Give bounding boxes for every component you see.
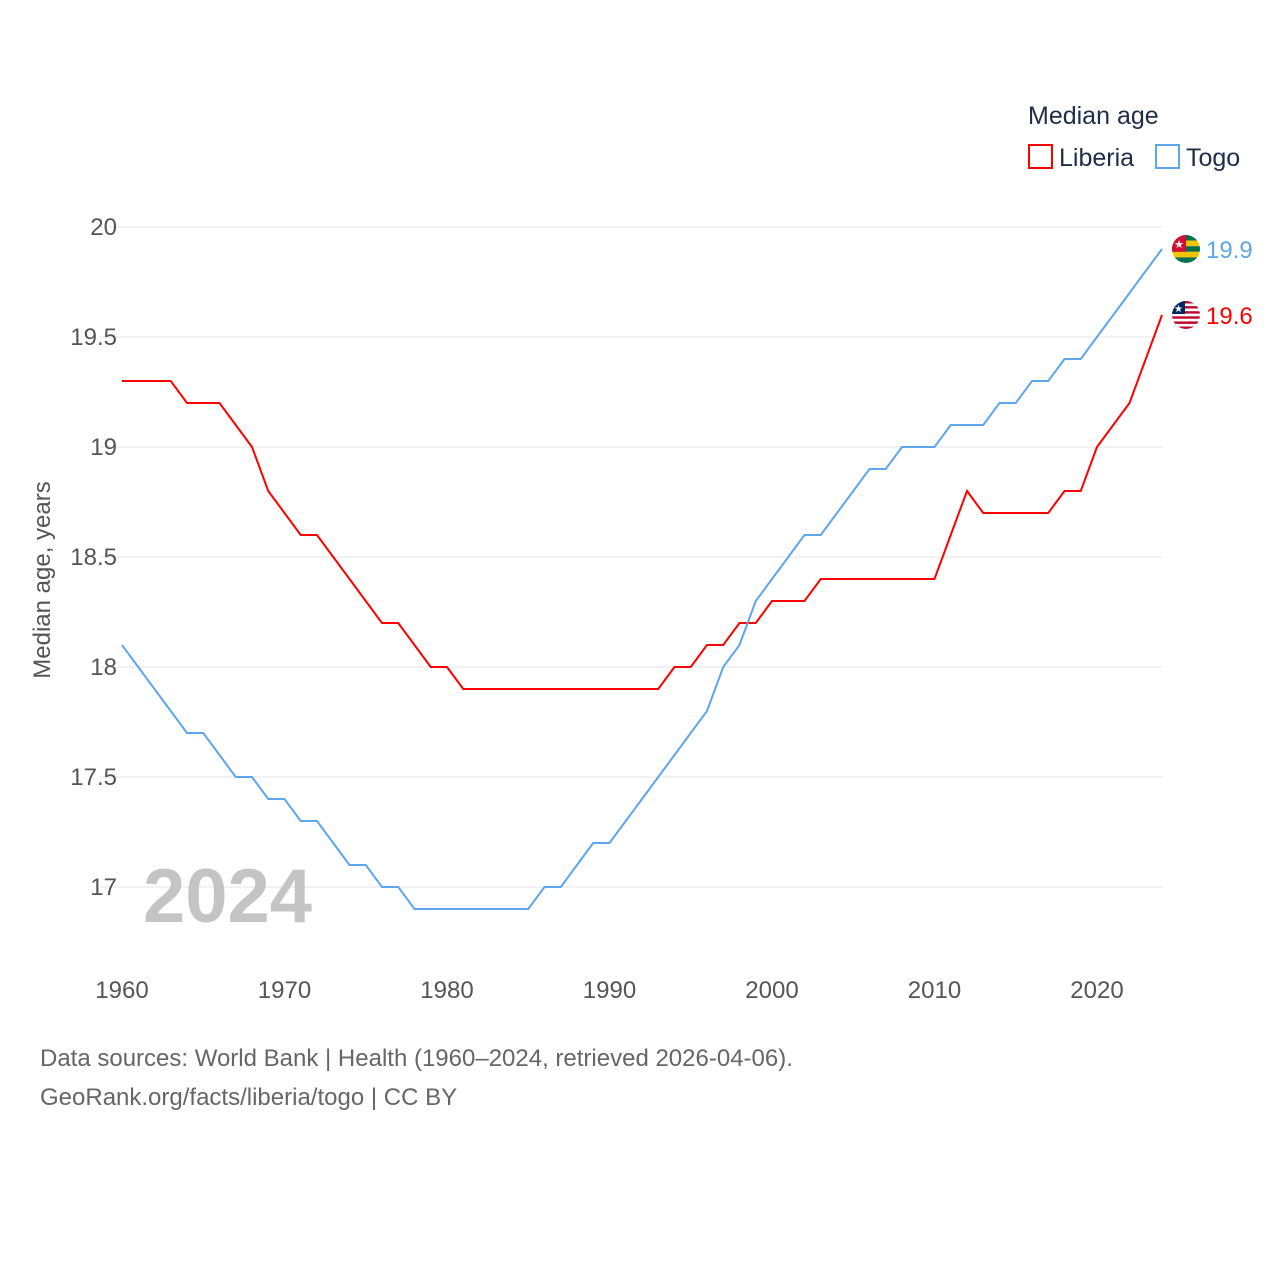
end-labels: ★ 19.6 ★ 19.9 [1172,235,1253,330]
y-axis-label: Median age, years [29,481,56,678]
y-tick-label: 17 [90,874,117,901]
y-tick-label: 18.5 [70,544,117,571]
x-tick-label: 1980 [420,977,473,1004]
x-tick-label: 2000 [745,977,798,1004]
end-value-label: 19.6 [1206,303,1253,330]
svg-text:★: ★ [1174,304,1183,315]
x-tick-label: 1960 [95,977,148,1004]
gridlines [100,226,1162,888]
svg-text:★: ★ [1174,239,1184,251]
y-tick-label: 17.5 [70,764,117,791]
year-watermark: 2024 [143,854,312,939]
flag-icon-liberia: ★ [1172,301,1200,329]
x-tick-label: 1990 [583,977,636,1004]
legend-label[interactable]: Liberia [1059,144,1134,172]
x-axis-ticks: 1960 1970 1980 1990 2000 2010 2020 [95,977,1123,1004]
x-tick-label: 1970 [258,977,311,1004]
y-axis-ticks: 20 19.5 19 18.5 18 17.5 17 [70,214,117,901]
footer-sources: Data sources: World Bank | Health (1960–… [40,1045,793,1072]
end-value-label: 19.9 [1206,237,1253,264]
y-tick-label: 19 [90,434,117,461]
series-line-togo [121,248,1163,910]
legend-label[interactable]: Togo [1186,144,1240,172]
y-tick-label: 18 [90,654,117,681]
y-tick-label: 20 [90,214,117,241]
series-line-liberia [122,314,1163,690]
y-tick-label: 19.5 [70,324,117,351]
x-tick-label: 2020 [1070,977,1123,1004]
legend-swatch[interactable] [1155,144,1180,169]
flag-icon-togo: ★ [1172,235,1200,263]
legend-title: Median age [1028,102,1159,130]
x-tick-label: 2010 [908,977,961,1004]
footer-link[interactable]: GeoRank.org/facts/liberia/togo | CC BY [40,1084,458,1111]
series-lines [121,248,1163,910]
legend: Liberia Togo [1028,144,1240,172]
legend-swatch[interactable] [1028,144,1053,169]
